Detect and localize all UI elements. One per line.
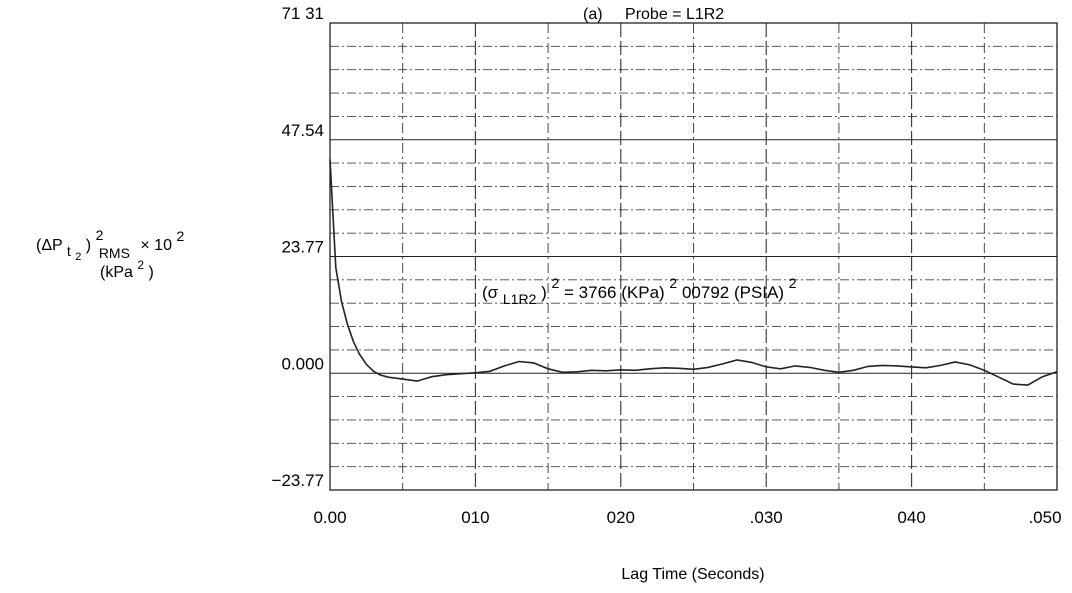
annot-sup: 2 — [552, 275, 560, 291]
annot-open: (σ — [482, 283, 499, 302]
ylabel-sup: 2 — [96, 227, 104, 243]
units-sup: 2 — [137, 258, 144, 272]
chart-title: Probe = L1R2 — [625, 6, 724, 23]
units-close: ) — [149, 264, 154, 281]
y-axis-units: (kPa 2 ) — [100, 256, 154, 281]
x-tick-label: 040 — [897, 508, 925, 527]
panel-label: (a) — [583, 6, 603, 23]
ylabel-close: ) — [86, 237, 91, 254]
annot-text3: 00792 (PSIA) — [682, 283, 784, 302]
units-base: (kPa — [100, 264, 133, 281]
chart-title-row: (a) Probe = L1R2 — [583, 6, 724, 23]
x-tick-label: .030 — [750, 508, 783, 527]
tick-labels: −23.77 0.000 23.77 47.54 71 31 0.00 010 020 .030… — [272, 4, 1062, 527]
annot-text2: 2 — [669, 275, 677, 291]
x-tick-label: 010 — [461, 508, 489, 527]
y-axis-label: (ΔP t 2 ) 2 RMS × 10 2 — [36, 227, 184, 264]
ylabel-sub: RMS — [99, 245, 130, 261]
y-tick-label: 0.000 — [281, 354, 324, 373]
y-tick-label: 71 31 — [281, 4, 324, 23]
ylabel-sub2: 2 — [75, 251, 81, 263]
y-tick-label: 23.77 — [281, 238, 324, 257]
annot-text4: 2 — [789, 275, 797, 291]
grid — [330, 22, 1057, 491]
series-line — [329, 159, 1058, 386]
annot-close: ) — [541, 283, 547, 302]
y-tick-label: 47.54 — [281, 121, 324, 140]
ylabel-sub1: t — [67, 243, 71, 259]
plot-frame — [329, 22, 1058, 491]
x-tick-label: 020 — [607, 508, 635, 527]
ylabel-factor: × 10 — [140, 237, 172, 254]
variance-annotation: (σ L1R2 ) 2 = 3766 (KPa) 2 00792 (PSIA) … — [482, 273, 797, 308]
y-tick-label: −23.77 — [272, 471, 324, 490]
ylabel-base: (ΔP — [36, 237, 62, 254]
annot-sub: L1R2 — [503, 291, 537, 307]
x-tick-label: .050 — [1028, 508, 1061, 527]
x-axis-label: Lag Time (Seconds) — [621, 566, 764, 583]
x-tick-label: 0.00 — [313, 508, 346, 527]
annot-text1: = 3766 (KPa) — [564, 283, 665, 302]
axes — [329, 22, 1058, 491]
ylabel-factor-exp: 2 — [176, 228, 184, 244]
